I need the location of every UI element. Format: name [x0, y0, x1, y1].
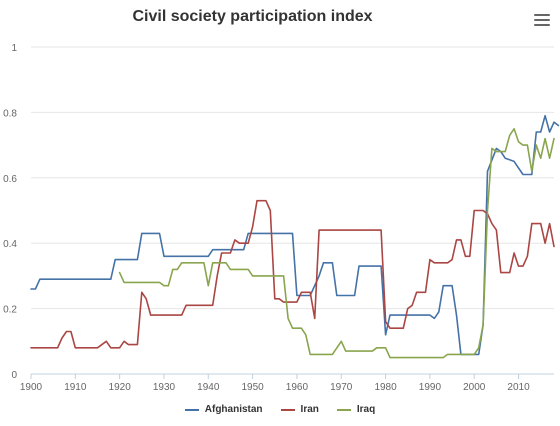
x-tick-label: 1900 [20, 382, 43, 393]
axes: 0 0.2 0.4 0.6 0.8 1 1900 1910 1920 1930 1940 1950 19… [3, 43, 530, 393]
chart-title: Civil society participation index [132, 8, 373, 25]
x-tick-label: 1970 [330, 382, 353, 393]
x-tick-label: 1940 [197, 382, 220, 393]
x-tick-label: 1930 [153, 382, 176, 393]
legend-item-iran[interactable]: Iran [280, 404, 319, 415]
series-line-iraq[interactable] [118, 128, 555, 359]
legend-label: Iran [300, 404, 319, 415]
legend-swatch [184, 408, 199, 411]
x-tick-label: 1950 [241, 382, 264, 393]
series-lines [30, 114, 560, 359]
legend-label: Afghanistan [204, 404, 263, 415]
x-tick-label: 1910 [64, 382, 87, 393]
y-tick-label: 0.4 [3, 239, 17, 250]
y-tick-label: 0.2 [3, 305, 17, 316]
series-line-iran[interactable] [30, 199, 555, 349]
y-tick-label: 0.8 [3, 108, 17, 119]
y-tick-label: 1 [11, 43, 17, 54]
x-tick-label: 2010 [507, 382, 530, 393]
legend-label: Iraq [356, 404, 376, 415]
line-chart: 0 0.2 0.4 0.6 0.8 1 1900 1910 1920 1930 1940 1950 19… [3, 43, 560, 393]
x-tick-label: 1980 [374, 382, 397, 393]
chart-menu-button[interactable] [534, 14, 550, 28]
x-tick-label: 2000 [463, 382, 486, 393]
legend-swatch [336, 408, 351, 411]
x-tick-label: 1990 [419, 382, 442, 393]
hamburger-menu-icon-bar [534, 19, 550, 21]
hamburger-menu-icon-bar [534, 24, 550, 26]
legend-swatch [280, 408, 295, 411]
hamburger-menu-icon [534, 14, 550, 16]
legend-item-iraq[interactable]: Iraq [336, 404, 376, 415]
y-tick-label: 0.6 [3, 174, 17, 185]
series-line-afghanistan[interactable] [30, 114, 560, 356]
legend-item-afghanistan[interactable]: Afghanistan [184, 404, 263, 415]
x-tick-label: 1960 [286, 382, 309, 393]
x-tick-label: 1920 [109, 382, 132, 393]
chart-legend: Afghanistan Iran Iraq [0, 404, 560, 415]
y-tick-label: 0 [11, 370, 17, 381]
